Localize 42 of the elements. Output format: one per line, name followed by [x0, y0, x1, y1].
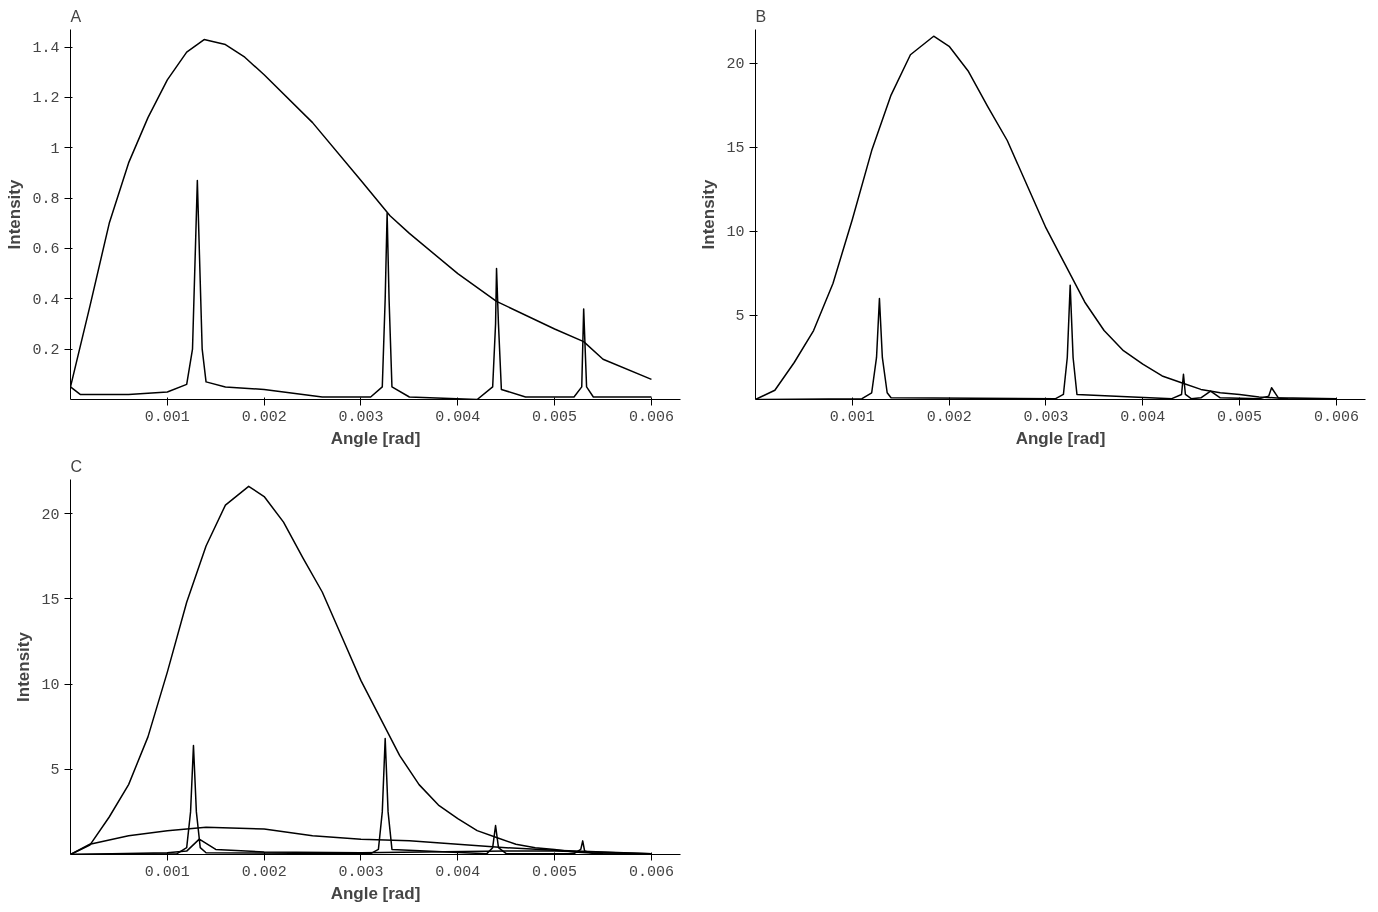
chart-title: C [70, 457, 83, 475]
x-tick-label: 0.002 [241, 863, 287, 881]
y-tick-label: 1.2 [32, 90, 60, 108]
y-tick-label: 5 [735, 308, 745, 326]
y-tick-label: 15 [41, 591, 60, 609]
x-tick-label: 0.005 [1217, 408, 1263, 426]
x-tick-label: 0.004 [435, 863, 481, 881]
x-axis-title: Angle [rad] [1015, 428, 1106, 448]
y-tick-label: 1 [50, 140, 60, 158]
y-axis-title: Intensity [699, 179, 719, 250]
x-tick-label: 0.004 [435, 408, 481, 426]
x-tick-label: 0.005 [532, 863, 578, 881]
y-tick-label: 10 [41, 677, 60, 695]
x-axis-title: Angle [rad] [330, 428, 421, 448]
y-tick-label: 20 [726, 56, 745, 74]
y-tick-label: 15 [726, 140, 745, 158]
x-tick-label: 0.002 [926, 408, 972, 426]
x-tick-label: 0.004 [1120, 408, 1166, 426]
y-tick-label: 20 [41, 506, 60, 524]
x-axis-title: Angle [rad] [330, 883, 421, 903]
x-tick-label: 0.001 [829, 408, 875, 426]
y-tick-label: 10 [726, 224, 745, 242]
x-tick-label: 0.002 [241, 408, 287, 426]
x-tick-label: 0.003 [338, 863, 384, 881]
y-tick-label: 0.8 [32, 191, 60, 209]
x-tick-label: 0.006 [628, 863, 674, 881]
y-axis-title: Intensity [5, 179, 25, 250]
y-tick-label: 0.6 [32, 241, 60, 259]
y-tick-label: 1.4 [32, 40, 60, 58]
x-tick-label: 0.001 [144, 408, 190, 426]
x-tick-label: 0.006 [628, 408, 674, 426]
y-tick-label: 5 [50, 762, 60, 780]
x-tick-label: 0.003 [1023, 408, 1069, 426]
y-tick-label: 0.2 [32, 342, 60, 360]
x-tick-label: 0.005 [532, 408, 578, 426]
chart-title: B [755, 7, 767, 25]
x-tick-label: 0.001 [144, 863, 190, 881]
chart-title: A [70, 7, 82, 25]
x-tick-label: 0.006 [1313, 408, 1359, 426]
y-tick-label: 0.4 [32, 291, 60, 309]
y-axis-title: Intensity [14, 631, 34, 702]
x-tick-label: 0.003 [338, 408, 384, 426]
